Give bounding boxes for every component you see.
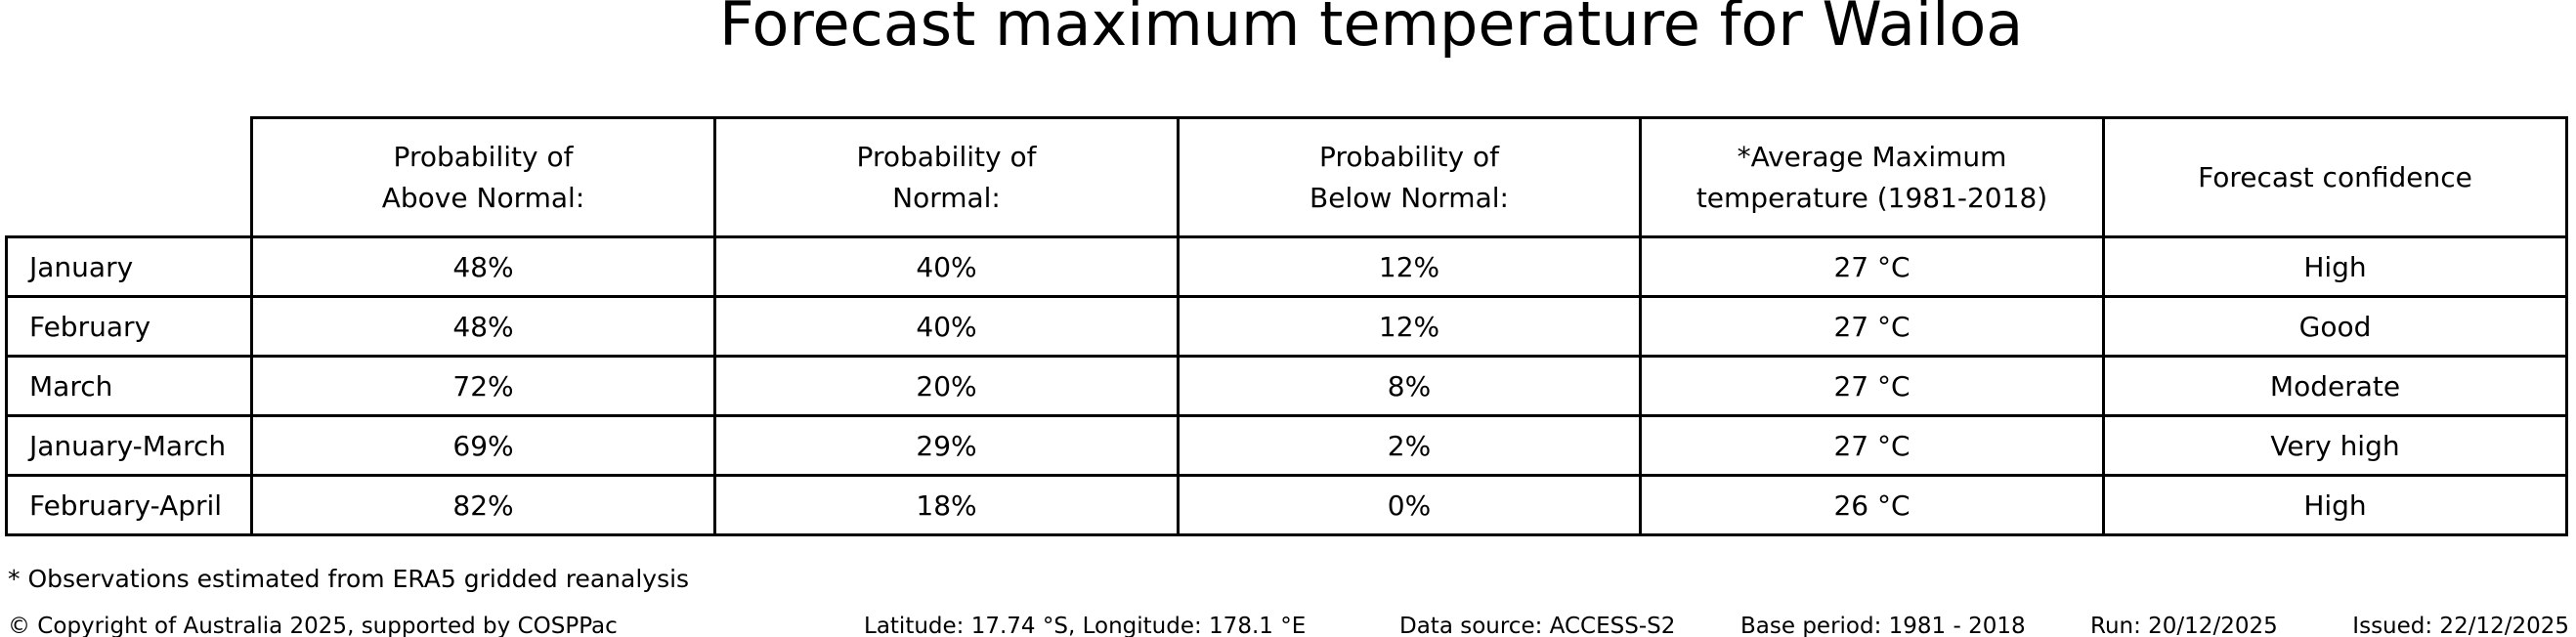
cell-below-normal: 0% [1177, 474, 1642, 536]
header-line: Forecast confidence [2198, 160, 2472, 193]
copyright-text: © Copyright of Australia 2025, supported… [8, 614, 618, 637]
forecast-table: Probability of Above Normal: Probability… [5, 116, 2568, 536]
cell-above-normal: 82% [250, 474, 716, 536]
table-row-february-april: February-April 82% 18% 0% 26 °C High [5, 474, 2568, 536]
cell-normal: 20% [713, 355, 1180, 417]
cell-above-normal: 69% [250, 414, 716, 477]
cell-normal: 40% [713, 235, 1180, 298]
row-label: February-April [5, 474, 253, 536]
table-row-february: February 48% 40% 12% 27 °C Good [5, 295, 2568, 358]
col-header-above-normal: Probability of Above Normal: [250, 116, 716, 238]
cell-confidence: Very high [2102, 414, 2568, 477]
issued-date-text: Issued: 22/12/2025 [2352, 614, 2569, 637]
base-period-text: Base period: 1981 - 2018 [1740, 614, 2026, 637]
cell-average-temp: 27 °C [1639, 295, 2105, 358]
header-line: Above Normal: [381, 181, 585, 214]
header-line: temperature (1981-2018) [1696, 181, 2048, 214]
cell-normal: 29% [713, 414, 1180, 477]
header-line: *Average Maximum [1737, 140, 2007, 173]
latitude-longitude-text: Latitude: 17.74 °S, Longitude: 178.1 °E [864, 614, 1307, 637]
cell-below-normal: 8% [1177, 355, 1642, 417]
col-header-normal: Probability of Normal: [713, 116, 1180, 238]
cell-below-normal: 2% [1177, 414, 1642, 477]
cell-normal: 40% [713, 295, 1180, 358]
page-title: Forecast maximum temperature for Wailoa [719, 0, 2024, 60]
cell-above-normal: 72% [250, 355, 716, 417]
cell-above-normal: 48% [250, 235, 716, 298]
cell-below-normal: 12% [1177, 235, 1642, 298]
corner-blank-cell [7, 118, 252, 237]
cell-above-normal: 48% [250, 295, 716, 358]
col-header-forecast-confidence: Forecast confidence [2102, 116, 2568, 238]
cell-average-temp: 26 °C [1639, 474, 2105, 536]
cell-confidence: High [2102, 474, 2568, 536]
cell-below-normal: 12% [1177, 295, 1642, 358]
header-line: Below Normal: [1309, 181, 1509, 214]
cell-confidence: Moderate [2102, 355, 2568, 417]
cell-average-temp: 27 °C [1639, 235, 2105, 298]
header-line: Probability of [1319, 140, 1499, 173]
observations-footnote: * Observations estimated from ERA5 gridd… [8, 565, 690, 593]
col-header-average-max-temp: *Average Maximum temperature (1981-2018) [1639, 116, 2105, 238]
row-label: February [5, 295, 253, 358]
table-row-march: March 72% 20% 8% 27 °C Moderate [5, 355, 2568, 417]
header-line: Probability of [393, 140, 574, 173]
cell-normal: 18% [713, 474, 1180, 536]
cell-average-temp: 27 °C [1639, 355, 2105, 417]
table-row-january: January 48% 40% 12% 27 °C High [5, 235, 2568, 298]
header-line: Probability of [856, 140, 1037, 173]
cell-confidence: Good [2102, 295, 2568, 358]
data-source-text: Data source: ACCESS-S2 [1399, 614, 1676, 637]
cell-confidence: High [2102, 235, 2568, 298]
col-header-below-normal: Probability of Below Normal: [1177, 116, 1642, 238]
header-line: Normal: [892, 181, 1001, 214]
table-row-january-march: January-March 69% 29% 2% 27 °C Very high [5, 414, 2568, 477]
row-label: January [5, 235, 253, 298]
row-label: March [5, 355, 253, 417]
row-label: January-March [5, 414, 253, 477]
header-row: Probability of Above Normal: Probability… [7, 116, 2568, 238]
run-date-text: Run: 20/12/2025 [2090, 614, 2278, 637]
cell-average-temp: 27 °C [1639, 414, 2105, 477]
